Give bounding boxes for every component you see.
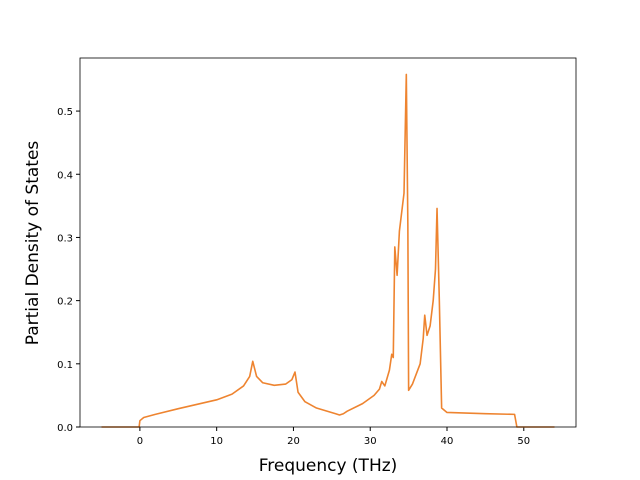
x-tick-label: 10 <box>210 436 223 447</box>
y-tick-label: 0.3 <box>57 233 73 244</box>
y-tick-label: 0.4 <box>57 170 73 181</box>
x-axis-label: Frequency (THz) <box>259 456 398 476</box>
x-tick-label: 0 <box>137 436 143 447</box>
x-tick-label: 40 <box>441 436 454 447</box>
y-axis-label: Partial Density of States <box>23 141 43 346</box>
y-tick-label: 0.5 <box>57 107 73 118</box>
x-tick-label: 20 <box>287 436 300 447</box>
y-tick-label: 0.2 <box>57 297 73 308</box>
x-tick-label: 30 <box>364 436 377 447</box>
y-tick-label: 0.0 <box>57 423 73 434</box>
x-tick-label: 50 <box>517 436 530 447</box>
data-line <box>101 73 555 428</box>
y-tick-label: 0.1 <box>57 360 73 371</box>
plot-frame <box>79 57 577 428</box>
